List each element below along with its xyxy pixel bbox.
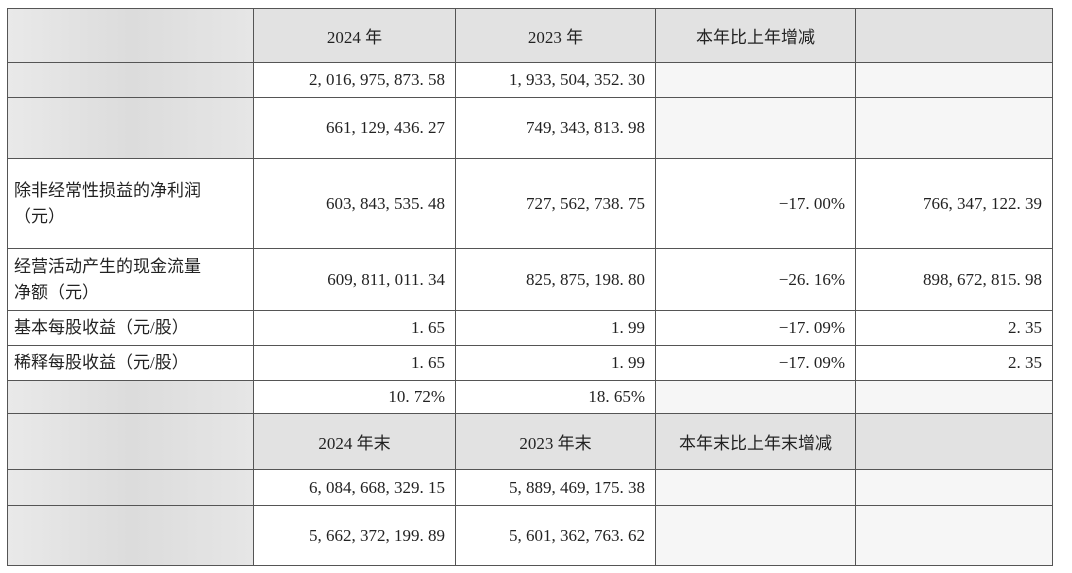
row-label: 稀释每股收益（元/股） — [7, 345, 254, 381]
value-cell: −17. 00% — [655, 158, 856, 249]
value-cell: 6, 084, 668, 329. 15 — [253, 469, 456, 506]
value-cell: −26. 16% — [655, 248, 856, 311]
obscured-cell — [7, 380, 254, 414]
value-cell: 661, 129, 436. 27 — [253, 97, 456, 159]
data-row: 6, 084, 668, 329. 15 5, 889, 469, 175. 38 — [7, 469, 1053, 506]
label-line: （元） — [14, 206, 65, 226]
obscured-cell — [855, 505, 1053, 566]
value-cell: 1. 99 — [455, 345, 656, 381]
obscured-cell — [7, 8, 254, 63]
data-row: 661, 129, 436. 27 749, 343, 813. 98 — [7, 97, 1053, 159]
column-header: 2023 年末 — [455, 413, 656, 470]
value-cell: 10. 72% — [253, 380, 456, 414]
label-line: 净额（元） — [14, 282, 99, 302]
value-cell: 609, 811, 011. 34 — [253, 248, 456, 311]
obscured-cell — [655, 62, 856, 98]
value-cell: 5, 662, 372, 199. 89 — [253, 505, 456, 566]
row-label: 除非经常性损益的净利润 （元） — [7, 158, 254, 249]
obscured-cell — [7, 469, 254, 506]
value-cell: 1, 933, 504, 352. 30 — [455, 62, 656, 98]
value-cell: 18. 65% — [455, 380, 656, 414]
value-cell: 766, 347, 122. 39 — [855, 158, 1053, 249]
header-row: 2024 年 2023 年本年比上年增减 — [7, 8, 1053, 63]
value-cell: 898, 672, 815. 98 — [855, 248, 1053, 311]
label-line: 稀释每股收益（元/股） — [14, 353, 189, 372]
obscured-cell — [655, 97, 856, 159]
value-cell: 1. 65 — [253, 310, 456, 346]
column-header: 2024 年 — [253, 8, 456, 63]
data-row: 2, 016, 975, 873. 58 1, 933, 504, 352. 30 — [7, 62, 1053, 98]
value-cell: −17. 09% — [655, 310, 856, 346]
obscured-cell — [7, 505, 254, 566]
row-label: 基本每股收益（元/股） — [7, 310, 254, 346]
label-line: 经营活动产生的现金流量 — [14, 256, 201, 276]
obscured-cell — [855, 469, 1053, 506]
column-header: 本年末比上年末增减 — [655, 413, 856, 470]
obscured-cell — [7, 97, 254, 159]
header-row: 2024 年末 2023 年末 本年末比上年末增减 — [7, 413, 1053, 470]
data-row: 除非经常性损益的净利润 （元） 603, 843, 535. 48 727, 562,… — [7, 158, 1053, 249]
column-header: 2023 年 — [455, 8, 656, 63]
obscured-cell — [655, 505, 856, 566]
value-cell: 5, 889, 469, 175. 38 — [455, 469, 656, 506]
obscured-cell — [655, 469, 856, 506]
value-cell: 2. 35 — [855, 310, 1053, 346]
obscured-cell — [855, 413, 1053, 470]
obscured-cell — [7, 62, 254, 98]
data-row: 经营活动产生的现金流量 净额（元） 609, 811, 011. 34 825, 87… — [7, 248, 1053, 311]
value-cell: 5, 601, 362, 763. 62 — [455, 505, 656, 566]
data-row: 稀释每股收益（元/股） 1. 65 1. 99 −17. 09% 2. 35 — [7, 345, 1053, 381]
value-cell: 749, 343, 813. 98 — [455, 97, 656, 159]
value-cell: 2. 35 — [855, 345, 1053, 381]
obscured-cell — [855, 380, 1053, 414]
column-header: 2024 年末 — [253, 413, 456, 470]
value-cell: 1. 99 — [455, 310, 656, 346]
label-line: 基本每股收益（元/股） — [14, 318, 189, 337]
data-row: 5, 662, 372, 199. 89 5, 601, 362, 763. 62 — [7, 505, 1053, 566]
obscured-cell — [7, 413, 254, 470]
financial-table: 2024 年 2023 年本年比上年增减 2, 016, 975, 873. 58 1… — [7, 8, 1053, 566]
value-cell: 603, 843, 535. 48 — [253, 158, 456, 249]
column-header: 本年比上年增减 — [655, 8, 856, 63]
label-line: 除非经常性损益的净利润 — [14, 180, 201, 200]
value-cell: 727, 562, 738. 75 — [455, 158, 656, 249]
value-cell: 2, 016, 975, 873. 58 — [253, 62, 456, 98]
obscured-cell — [855, 62, 1053, 98]
obscured-cell — [655, 380, 856, 414]
value-cell: 825, 875, 198. 80 — [455, 248, 656, 311]
value-cell: −17. 09% — [655, 345, 856, 381]
value-cell: 1. 65 — [253, 345, 456, 381]
obscured-cell — [855, 97, 1053, 159]
row-label: 经营活动产生的现金流量 净额（元） — [7, 248, 254, 311]
obscured-cell — [855, 8, 1053, 63]
data-row: 基本每股收益（元/股） 1. 65 1. 99 −17. 09% 2. 35 — [7, 310, 1053, 346]
data-row: 10. 72% 18. 65% — [7, 380, 1053, 414]
